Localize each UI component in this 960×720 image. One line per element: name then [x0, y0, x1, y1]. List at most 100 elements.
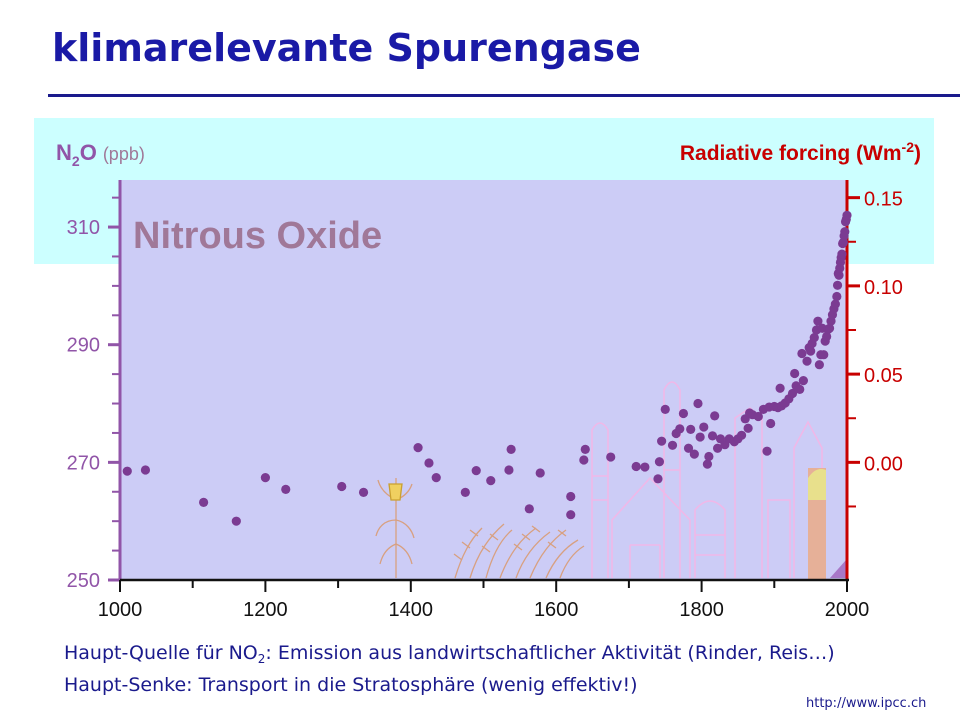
data-point	[471, 465, 481, 476]
left-tick-label: 310	[67, 217, 100, 239]
caption-line-1: Haupt-Quelle für NO2: Emission aus landw…	[64, 640, 835, 672]
data-point	[689, 449, 699, 459]
panel-title: Nitrous Oxide	[133, 215, 382, 257]
data-point	[743, 423, 753, 433]
nitrous-oxide-chart: Nitrous Oxide N2O (ppb) Radiative forcing…	[34, 118, 934, 621]
data-point	[506, 444, 516, 455]
rice-plants-illustration	[453, 523, 585, 579]
data-point	[281, 484, 291, 495]
corn-plant-illustration	[375, 478, 415, 578]
data-point	[140, 465, 151, 475]
data-point	[797, 348, 807, 359]
data-point	[736, 430, 747, 440]
data-point	[813, 316, 823, 326]
data-point	[675, 424, 685, 434]
caption-line-1-prefix: Haupt-Quelle für NO	[64, 642, 258, 664]
x-tick-label: 1000	[98, 599, 143, 621]
data-point	[822, 331, 832, 342]
data-point	[460, 487, 470, 497]
data-point	[660, 404, 670, 415]
data-point	[806, 346, 816, 356]
data-point	[832, 291, 842, 302]
title-divider	[48, 94, 960, 97]
data-point	[231, 516, 241, 526]
data-point	[766, 418, 776, 429]
data-point	[413, 443, 423, 453]
left-tick-label: 250	[67, 570, 100, 592]
data-point	[695, 432, 705, 442]
data-point	[657, 436, 667, 446]
right-tick-label: 0.05	[864, 365, 903, 387]
caption: Haupt-Quelle für NO2: Emission aus landw…	[64, 640, 835, 698]
right-axis-label: Radiative forcing (Wm-2)	[680, 139, 921, 165]
background-illustration	[375, 381, 846, 580]
data-point	[787, 388, 798, 399]
data-point	[686, 424, 696, 435]
data-point	[837, 249, 847, 259]
right-axis-label-sup: -2	[902, 139, 915, 155]
x-axis-ticks: 1000 1200 1400 1600 1800 2000	[98, 580, 870, 621]
x-tick-label: 1400	[389, 599, 434, 621]
data-point	[606, 452, 616, 462]
left-axis-label-sub: 2	[72, 153, 80, 169]
factory-illustration	[591, 381, 823, 578]
data-point	[707, 431, 718, 441]
x-tick-label: 1600	[534, 599, 579, 621]
data-point	[424, 458, 434, 468]
data-point	[199, 497, 209, 507]
caption-line-1-suffix: : Emission aus landwirtschaftlicher Akti…	[265, 642, 835, 664]
left-axis-unit: (ppb)	[103, 144, 145, 164]
data-point	[802, 356, 812, 366]
data-point	[654, 457, 665, 467]
slide-title: klimarelevante Spurengase	[52, 26, 641, 70]
data-point	[678, 408, 689, 419]
left-axis-ticks: 250 270 290 310	[67, 196, 120, 592]
plot-background	[120, 180, 847, 580]
data-point	[702, 459, 713, 469]
caption-line-1-subscript: 2	[257, 652, 266, 666]
data-point	[824, 323, 835, 333]
data-point	[566, 491, 576, 502]
data-point	[260, 473, 270, 483]
data-point	[640, 462, 650, 472]
left-axis-label-main: N	[56, 140, 72, 165]
data-point	[814, 360, 824, 370]
data-point	[579, 455, 589, 465]
left-tick-label: 290	[67, 335, 100, 357]
data-point	[524, 504, 534, 514]
x-tick-label: 1200	[243, 599, 288, 621]
stack-fill-2	[808, 469, 826, 500]
data-point	[762, 446, 772, 456]
data-point	[504, 465, 514, 475]
data-point	[122, 466, 132, 476]
data-point	[653, 474, 663, 484]
data-point	[566, 510, 576, 520]
right-axis-label-end: )	[914, 142, 921, 165]
data-point	[840, 227, 850, 237]
right-tick-label: 0.10	[864, 277, 903, 299]
right-axis-ticks: 0.00 0.05 0.10 0.15	[847, 189, 903, 508]
data-point	[693, 398, 703, 409]
data-point	[798, 375, 808, 386]
data-point	[842, 210, 852, 220]
data-point	[486, 475, 496, 486]
data-point	[710, 411, 720, 421]
source-link[interactable]: http://www.ipcc.ch	[806, 696, 927, 711]
data-point	[830, 299, 840, 309]
right-axis-label-main: Radiative forcing (Wm	[680, 142, 902, 165]
x-tick-label: 2000	[825, 599, 870, 621]
data-point	[580, 444, 590, 455]
left-tick-label: 270	[67, 452, 100, 474]
left-axis-label-main2: O	[80, 140, 97, 165]
data-point	[431, 473, 441, 483]
data-points	[122, 210, 852, 526]
data-point	[795, 384, 805, 395]
data-point	[753, 411, 763, 422]
corner-fill	[830, 560, 846, 578]
data-point	[819, 350, 829, 360]
data-point	[832, 280, 843, 290]
data-point	[775, 383, 785, 393]
data-point	[834, 270, 844, 280]
x-tick-label: 1800	[679, 599, 724, 621]
data-point	[712, 443, 723, 453]
